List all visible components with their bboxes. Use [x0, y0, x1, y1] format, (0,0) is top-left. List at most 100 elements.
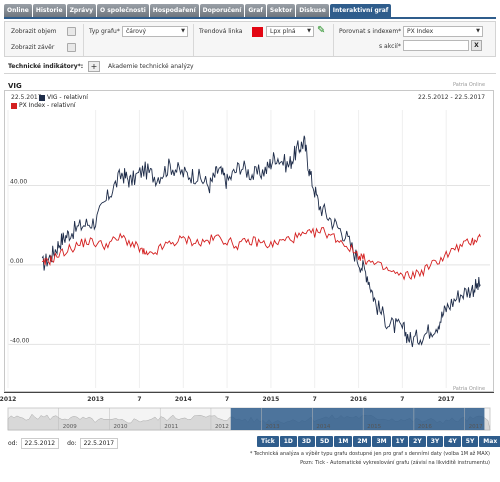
to-date-input[interactable]: 22.5.2017 — [79, 438, 119, 449]
tab-7[interactable]: Graf — [245, 4, 266, 17]
x-tick-label: 7 — [312, 396, 317, 403]
divider — [333, 24, 334, 56]
zoom-button-4y[interactable]: 4Y — [444, 436, 461, 447]
x-tick-label: 2014 — [174, 396, 192, 403]
date-range: od: 22.5.2012 do: 22.5.2017 — [8, 438, 126, 449]
navigator-label: 2009 — [63, 424, 77, 430]
tab-10[interactable]: Interaktivní graf — [329, 4, 392, 17]
zoom-button-2m[interactable]: 2M — [353, 436, 372, 447]
y-tick-label: 0.00 — [10, 258, 24, 265]
chevron-down-icon: ▼ — [476, 28, 480, 34]
zoom-buttons: Tick 1D 3D 5D 1M 2M 3M 1Y 2Y 3Y 4Y 5Y Max — [257, 436, 500, 447]
y-tick-label: 40.00 — [10, 178, 27, 185]
chart-area[interactable] — [4, 90, 494, 392]
zoom-button-1d[interactable]: 1D — [279, 436, 297, 447]
zoom-button-3d[interactable]: 3D — [297, 436, 316, 447]
x-tick-label: 2015 — [262, 396, 280, 403]
navigator-label: 2015 — [367, 424, 381, 430]
add-indicator-button[interactable]: + — [88, 61, 100, 72]
divider — [83, 24, 84, 56]
compare-index-value: PX Index — [407, 28, 434, 35]
show-volume-label: Zobrazit objem — [11, 28, 57, 35]
zoom-button-3m[interactable]: 3M — [372, 436, 391, 447]
x-axis: 2012 2013 7 2014 7 2015 7 2016 7 2017 — [0, 392, 494, 404]
series-line-px-index — [42, 227, 481, 281]
indicators-label: Technické indikátory*: — [8, 63, 84, 70]
source-label: Patria Online — [453, 82, 486, 88]
indicators-bar: Technické indikátory*: + Akademie techni… — [4, 58, 496, 74]
tab-5[interactable]: Hospodaření — [149, 4, 199, 17]
tab-3[interactable]: Zprávy — [66, 4, 97, 17]
navigator-label: 2014 — [316, 424, 330, 430]
zoom-button-3y[interactable]: 3Y — [426, 436, 444, 447]
show-close-label: Zobrazit závěr — [11, 44, 55, 51]
legend-swatch — [11, 102, 17, 109]
legend-date: 22.5.2017 — [11, 94, 42, 101]
show-close-checkbox[interactable] — [67, 43, 76, 52]
legend-label: VIG - relativní — [47, 94, 88, 101]
chart-title: VIG — [8, 82, 22, 90]
navigator-selection — [230, 408, 485, 430]
navigator-label: 2017 — [469, 424, 483, 430]
clear-button[interactable]: X — [471, 40, 482, 51]
chevron-down-icon: ▼ — [307, 28, 311, 34]
compare-share-label: s akcií* — [379, 43, 401, 50]
legend-label: PX Index - relativní — [19, 102, 76, 109]
compare-share-input[interactable] — [403, 40, 469, 51]
zoom-button-5d[interactable]: 5D — [316, 436, 334, 447]
zoom-button-5y[interactable]: 5Y — [461, 436, 479, 447]
x-tick-label: 7 — [400, 396, 405, 403]
zoom-button-max[interactable]: Max — [479, 436, 500, 447]
divider — [193, 24, 194, 56]
to-label: do: — [67, 440, 77, 447]
zoom-button-2y[interactable]: 2Y — [409, 436, 426, 447]
note-technical: * Technická analýza a výběr typu grafu d… — [249, 451, 490, 457]
compare-index-select[interactable]: PX Index ▼ — [403, 26, 483, 37]
tab-9[interactable]: Diskuse — [296, 4, 329, 17]
pencil-icon[interactable]: ✎ — [317, 25, 326, 36]
navigator-label: 2012 — [215, 424, 229, 430]
zoom-button-1y[interactable]: 1Y — [391, 436, 409, 447]
chevron-down-icon: ▼ — [181, 28, 185, 34]
trend-color-swatch[interactable] — [252, 27, 263, 37]
tab-bar: Online Historie Zprávy O společnosti Hospoda… — [4, 4, 496, 19]
chart-controls: Zobrazit objem Zobrazit závěr Typ grafu*… — [4, 21, 496, 57]
legend-item-vig: VIG - relativní — [39, 94, 88, 101]
zoom-button-tick[interactable]: Tick — [257, 436, 279, 447]
source-label-bottom: Patria Online — [453, 386, 486, 392]
tab-8[interactable]: Sektor — [266, 4, 296, 17]
navigator-label: 2013 — [266, 424, 280, 430]
chart-type-value: čárový — [126, 28, 147, 35]
tab-4[interactable]: O společnosti — [97, 4, 149, 17]
zoom-button-1m[interactable]: 1M — [334, 436, 353, 447]
series-line-vig — [41, 135, 481, 348]
legend-swatch — [39, 94, 45, 101]
x-tick-label: 2013 — [87, 396, 104, 403]
x-tick-label: 7 — [137, 396, 142, 403]
tab-6[interactable]: Doporučení — [199, 4, 245, 17]
from-label: od: — [8, 440, 18, 447]
chart-type-label: Typ grafu* — [89, 28, 120, 35]
chart-type-select[interactable]: čárový ▼ — [122, 26, 188, 37]
tab-2[interactable]: Historie — [32, 4, 66, 17]
x-tick-label: 2017 — [437, 396, 455, 403]
legend-item-px: PX Index - relativní — [11, 102, 76, 109]
date-range-text: 22.5.2012 - 22.5.2017 — [418, 94, 486, 101]
x-tick-label: 2016 — [350, 396, 367, 403]
note-tick: Pozn: Tick - Automatické vykreslování gr… — [300, 460, 490, 466]
navigator-label: 2010 — [113, 424, 127, 430]
navigator-label: 2011 — [164, 424, 178, 430]
y-tick-label: -40.00 — [10, 337, 30, 344]
show-volume-checkbox[interactable] — [67, 27, 76, 36]
navigator-label: 2016 — [418, 424, 432, 430]
ta-academy-link[interactable]: Akademie technické analýzy — [108, 63, 194, 70]
from-date-input[interactable]: 22.5.2012 — [20, 438, 60, 449]
tab-1[interactable]: Online — [4, 4, 32, 17]
trend-line-label: Trendová linka — [199, 28, 243, 35]
trend-style-select[interactable]: Lpx plná ▼ — [266, 26, 314, 37]
compare-index-label: Porovnat s indexem* — [339, 28, 402, 35]
x-tick-label: 2012 — [0, 396, 17, 403]
trend-style-value: Lpx plná — [270, 28, 296, 35]
